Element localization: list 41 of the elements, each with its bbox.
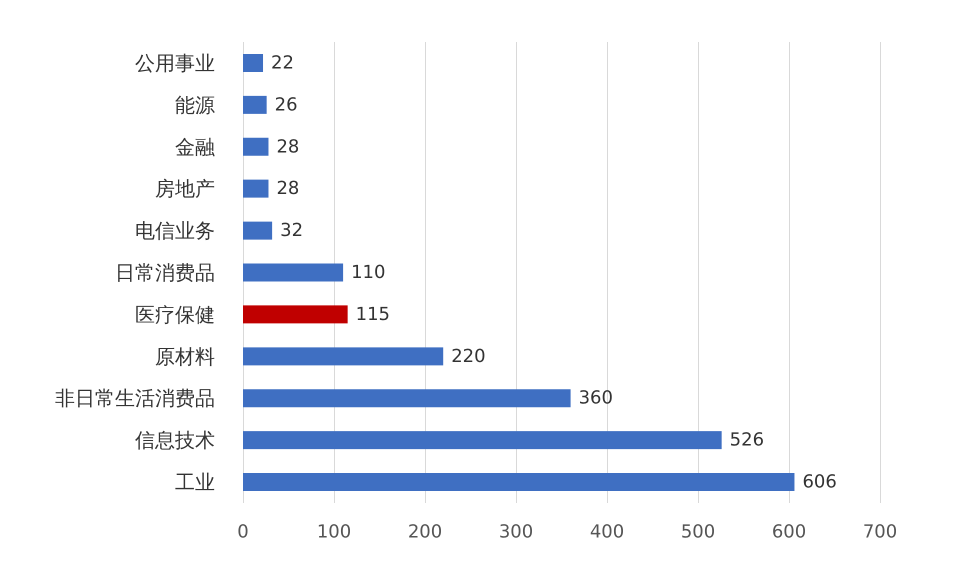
bar (243, 138, 268, 156)
bar (243, 473, 794, 492)
bar (243, 96, 267, 114)
y-tick-label: 电信业务 (135, 218, 215, 243)
bar (243, 389, 571, 408)
bar (243, 264, 344, 282)
y-tick-label: 原材料 (155, 344, 215, 368)
bar (243, 54, 264, 72)
bar (243, 180, 268, 198)
y-tick-label: 工业 (175, 470, 215, 494)
data-label: 526 (730, 430, 764, 451)
y-tick-label: 公用事业 (135, 50, 215, 75)
bar (243, 347, 444, 366)
y-tick-label: 金融 (175, 134, 215, 159)
y-tick-label: 日常消费品 (115, 260, 215, 284)
bar (243, 305, 348, 324)
y-tick-label: 医疗保健 (135, 302, 215, 326)
data-label: 360 (578, 388, 613, 409)
data-label: 110 (351, 262, 386, 283)
data-label: 220 (451, 346, 486, 367)
x-tick-label: 600 (772, 522, 806, 542)
bar (243, 431, 722, 450)
y-tick-label: 非日常生活消费品 (55, 386, 215, 410)
data-label: 115 (356, 304, 390, 325)
x-tick-label: 400 (590, 522, 624, 542)
y-tick-label: 能源 (175, 92, 215, 117)
x-tick-label: 500 (680, 522, 716, 542)
x-tick-label: 700 (862, 522, 898, 542)
data-label: 32 (280, 220, 304, 242)
data-label: 28 (276, 178, 300, 200)
x-tick-label: 0 (237, 522, 249, 542)
y-tick-label: 房地产 (155, 176, 215, 201)
bar (243, 222, 272, 240)
x-tick-label: 300 (498, 522, 534, 542)
data-label: 28 (276, 136, 300, 158)
y-tick-label: 信息技术 (135, 428, 215, 452)
x-tick-label: 100 (316, 522, 352, 542)
data-label: 22 (271, 52, 294, 74)
data-label: 606 (802, 472, 837, 493)
x-tick-label: 200 (408, 522, 442, 542)
data-label: 26 (274, 94, 298, 116)
